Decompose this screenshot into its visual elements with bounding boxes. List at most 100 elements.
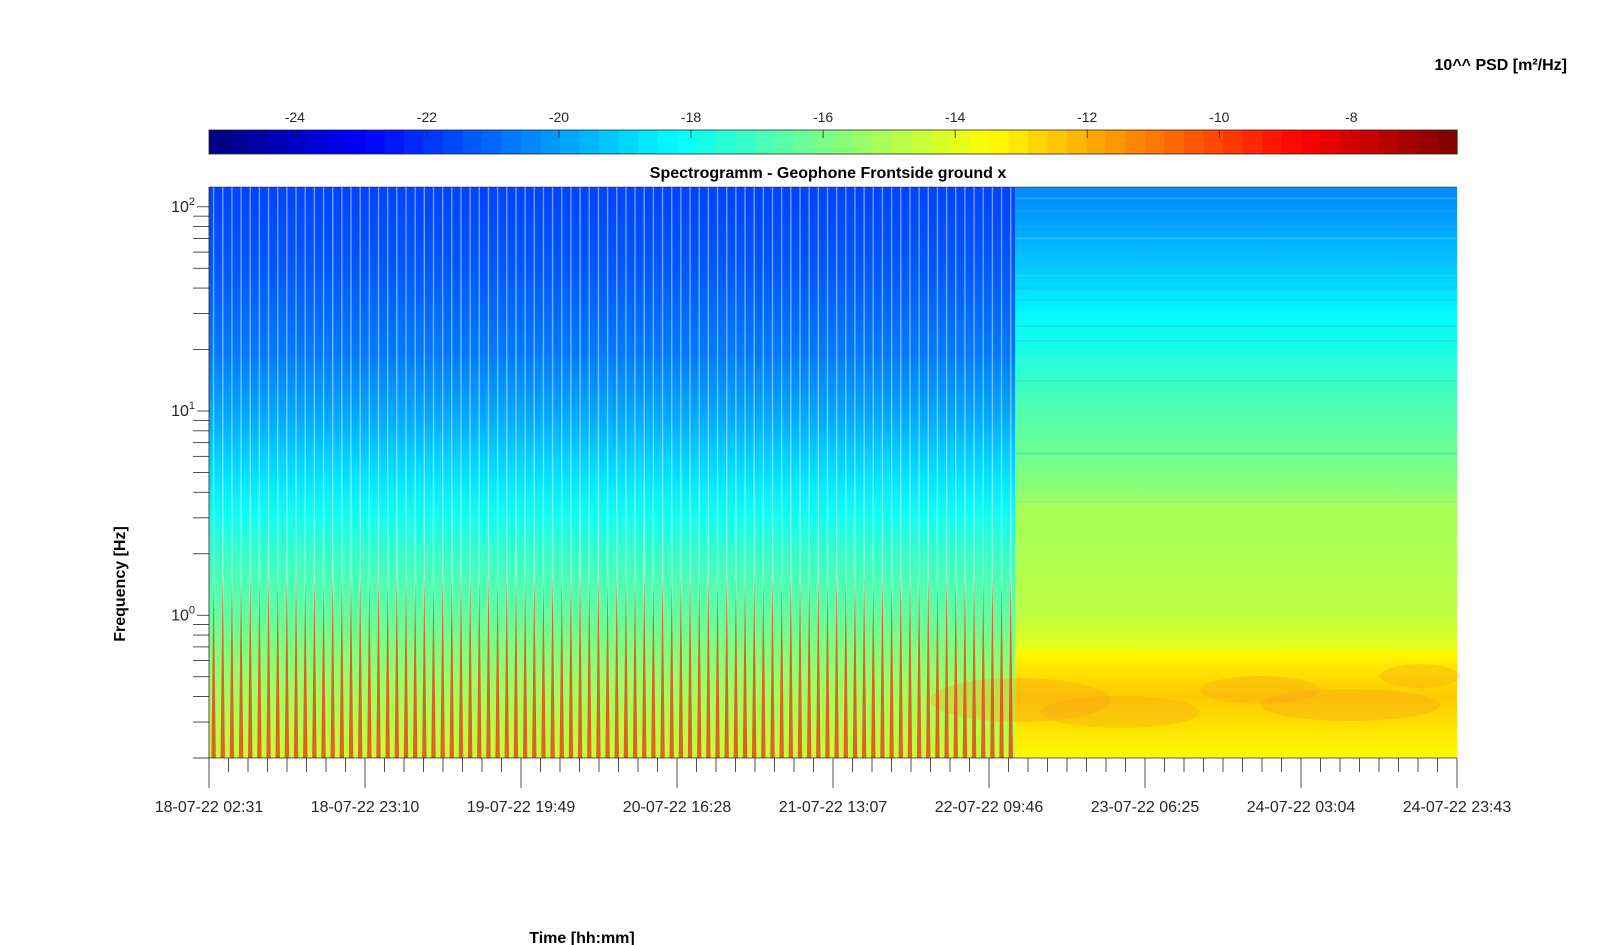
pulse-spike bbox=[898, 573, 903, 758]
colorbar-swatch bbox=[1086, 130, 1107, 154]
pulse-stripe bbox=[616, 187, 618, 758]
pulse-stripe bbox=[606, 187, 609, 758]
colorbar-swatch bbox=[852, 130, 873, 154]
pulse-stripe bbox=[927, 187, 929, 758]
pulse-spike bbox=[303, 573, 308, 758]
pulse-spike bbox=[669, 573, 674, 758]
colorbar-swatch bbox=[501, 130, 522, 154]
pulse-stripe bbox=[386, 187, 389, 758]
pulse-stripe bbox=[845, 187, 847, 758]
x-tick-label: 23-07-22 06:25 bbox=[1091, 799, 1200, 816]
colorbar-swatch bbox=[599, 130, 620, 154]
pulse-spike bbox=[687, 573, 693, 758]
spectral-band-line bbox=[1015, 287, 1457, 289]
pulse-spike bbox=[843, 573, 849, 758]
pulse-stripe bbox=[991, 187, 994, 758]
pulse-stripe bbox=[762, 187, 765, 758]
pulse-stripe bbox=[405, 187, 407, 758]
pulse-stripe bbox=[881, 187, 884, 758]
pulse-stripe bbox=[561, 187, 563, 758]
pulse-spike bbox=[816, 573, 821, 758]
colorbar-swatch bbox=[638, 130, 659, 154]
spectral-band-line bbox=[1015, 237, 1457, 240]
spectral-band-line bbox=[1015, 251, 1457, 253]
chart-title: Spectrogramm - Geophone Frontside ground… bbox=[650, 165, 1007, 182]
pulse-spike bbox=[779, 573, 784, 758]
pulse-spike bbox=[348, 573, 354, 758]
colorbar-swatch bbox=[1047, 130, 1068, 154]
pulse-spike bbox=[220, 573, 225, 758]
pulse-spike bbox=[806, 573, 812, 758]
colorbar-swatch bbox=[1223, 130, 1244, 154]
pulse-stripe bbox=[744, 187, 746, 758]
pulse-spike bbox=[751, 573, 757, 758]
x-axis: 18-07-22 02:31 18-07-22 23:10 19-07-22 19:… bbox=[155, 757, 1512, 816]
pulse-stripe bbox=[689, 187, 691, 758]
pulse-spike bbox=[513, 573, 519, 758]
y-tick-label: 100 bbox=[171, 604, 195, 624]
colorbar-swatch bbox=[930, 130, 951, 154]
pulse-spike bbox=[962, 573, 968, 758]
colorbar-swatch bbox=[1398, 130, 1419, 154]
pulse-spike bbox=[907, 573, 913, 758]
pulse-stripe bbox=[643, 187, 645, 758]
pulse-stripe bbox=[890, 187, 893, 758]
colorbar-swatch bbox=[443, 130, 464, 154]
colorbar-swatch bbox=[950, 130, 971, 154]
colorbar-swatch bbox=[423, 130, 444, 154]
pulse-spike bbox=[788, 573, 794, 758]
pulse-stripe bbox=[1010, 187, 1012, 758]
x-tick-label: 24-07-22 23:43 bbox=[1403, 799, 1512, 816]
colorbar-swatch bbox=[989, 130, 1010, 154]
pulse-stripe bbox=[661, 187, 664, 758]
pulse-spike bbox=[587, 573, 592, 758]
pulse-spike bbox=[522, 573, 528, 758]
colorbar-tick-label: -10 bbox=[1209, 109, 1229, 125]
pulse-stripe bbox=[790, 187, 792, 758]
spectral-band-line bbox=[1015, 299, 1457, 301]
y-tick-label: 102 bbox=[171, 196, 195, 216]
colorbar-tick-label: -14 bbox=[945, 109, 965, 125]
pulse-stripe bbox=[900, 187, 902, 758]
spectral-band-line bbox=[1015, 358, 1457, 360]
spectrogram-segment-pulsed bbox=[209, 187, 1016, 758]
pulse-spike bbox=[412, 573, 418, 758]
pulse-spike bbox=[431, 573, 436, 758]
spectral-band-line bbox=[1015, 210, 1457, 213]
pulse-spike bbox=[394, 573, 400, 758]
pulse-stripe bbox=[478, 187, 480, 758]
pulse-spike bbox=[981, 573, 986, 758]
pulse-stripe bbox=[936, 187, 939, 758]
pulse-spike bbox=[422, 573, 427, 758]
pulse-stripe bbox=[240, 187, 242, 758]
pulse-spike bbox=[715, 573, 720, 758]
colorbar-swatch bbox=[306, 130, 327, 154]
pulse-spike bbox=[312, 573, 317, 758]
pulse-stripe bbox=[350, 187, 352, 758]
colorbar-swatch bbox=[1262, 130, 1283, 154]
pulse-spike bbox=[275, 573, 280, 758]
pulse-stripe bbox=[277, 187, 279, 758]
pulse-stripe bbox=[982, 187, 984, 758]
pulse-stripe bbox=[432, 187, 435, 758]
colorbar-swatch bbox=[1145, 130, 1166, 154]
colorbar-swatch bbox=[1281, 130, 1302, 154]
spectrogram-plot-area bbox=[209, 186, 1460, 758]
colorbar-swatch bbox=[1418, 130, 1439, 154]
x-tick-label: 18-07-22 23:10 bbox=[311, 799, 420, 816]
colorbar-swatch bbox=[1359, 130, 1380, 154]
colorbar-swatch bbox=[1242, 130, 1263, 154]
colorbar-swatch bbox=[1125, 130, 1146, 154]
pulse-stripe bbox=[231, 187, 233, 758]
colorbar-swatch bbox=[891, 130, 912, 154]
y-axis-label: Frequency [Hz] bbox=[112, 526, 129, 642]
colorbar-tick-label: -20 bbox=[549, 109, 569, 125]
x-tick-label: 22-07-22 09:46 bbox=[935, 799, 1044, 816]
pulse-spike bbox=[211, 573, 216, 758]
pulse-stripe bbox=[780, 187, 783, 758]
pulse-stripe bbox=[222, 187, 224, 758]
pulse-stripe bbox=[671, 187, 673, 758]
colorbar-swatch bbox=[969, 130, 990, 154]
spectral-band-line bbox=[1015, 380, 1457, 382]
